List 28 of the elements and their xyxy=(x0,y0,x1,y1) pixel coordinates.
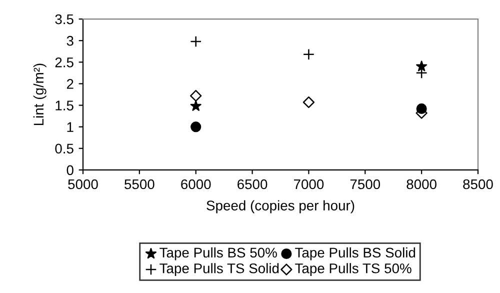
y-tick-label: 1 xyxy=(67,122,74,132)
legend-label: Tape Pulls BS Solid xyxy=(295,247,416,260)
point xyxy=(190,100,202,111)
y-tick-label: 2.5 xyxy=(55,57,74,68)
point xyxy=(302,96,315,108)
y-tick-label: 2 xyxy=(66,79,74,89)
point xyxy=(416,60,428,72)
x-tick-label: 7000 xyxy=(294,179,324,190)
x-tick-label: 7500 xyxy=(350,179,380,190)
x-tick-label: 6000 xyxy=(181,179,211,190)
y-tick-label: 1.5 xyxy=(56,100,74,110)
y-tick-label: 3.5 xyxy=(55,14,74,24)
y-tick-label: 0.5 xyxy=(55,144,74,154)
x-tick-label: 5000 xyxy=(68,179,98,190)
point xyxy=(190,90,202,102)
x-tick-label: 8500 xyxy=(463,179,493,190)
x-tick-label: 6500 xyxy=(238,179,268,190)
y-axis-title: Lint (g/m²) xyxy=(33,64,46,125)
legend-label: Tape Pulls TS Solid xyxy=(160,263,279,276)
x-tick-label: 5500 xyxy=(124,179,154,190)
x-tick-label: 8000 xyxy=(406,179,436,190)
legend-label: Tape Pulls TS 50% xyxy=(295,263,412,276)
legend-label: Tape Pulls BS 50% xyxy=(160,247,277,260)
point xyxy=(190,36,202,48)
point xyxy=(190,122,202,132)
y-tick-label: 0 xyxy=(66,165,74,176)
x-axis-title: Speed (copies per hour) xyxy=(206,200,354,214)
y-tick-label: 3 xyxy=(66,36,74,46)
